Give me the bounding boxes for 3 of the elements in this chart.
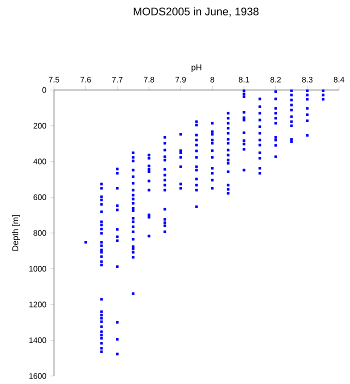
y-axis-title: Depth [m] — [12, 215, 20, 251]
chart-title: MODS2005 in June, 1938 — [134, 7, 259, 17]
x-axis-title: pH — [192, 64, 202, 72]
